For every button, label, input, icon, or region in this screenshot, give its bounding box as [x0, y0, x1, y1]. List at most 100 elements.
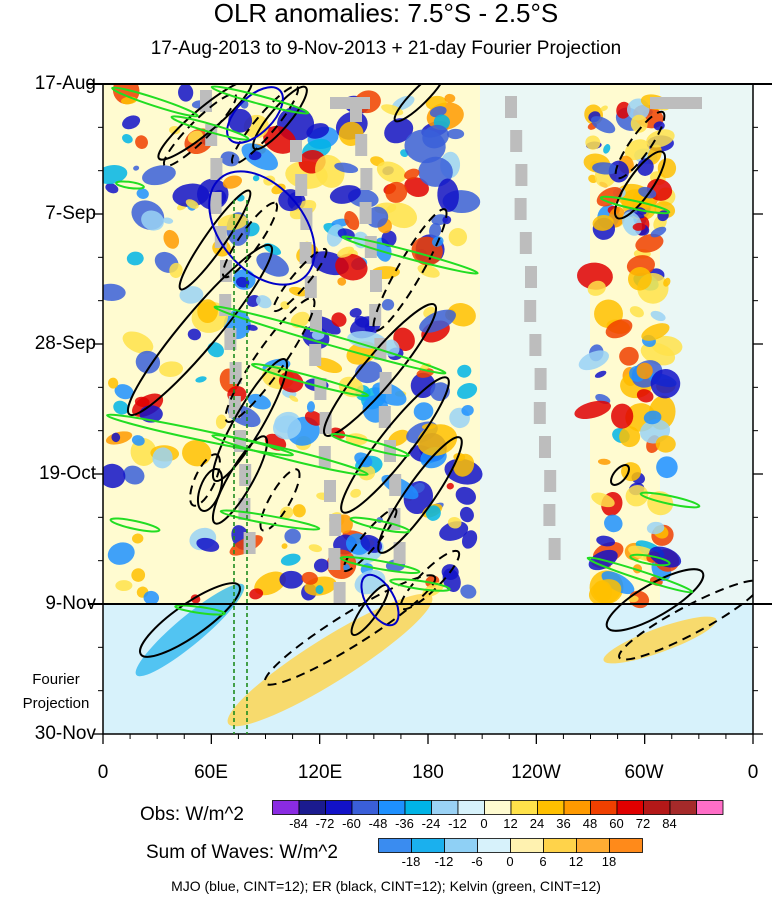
field-patch	[247, 393, 271, 410]
colorbar-tick-label: -60	[342, 816, 361, 831]
field-patch	[169, 262, 183, 278]
field-patch	[457, 364, 472, 378]
field-patch	[603, 144, 611, 154]
missing-block	[310, 310, 322, 332]
field-patch	[103, 463, 126, 489]
contour-line	[349, 516, 411, 534]
contour-line	[162, 92, 238, 168]
colorbar-tick-label: 60	[609, 816, 624, 831]
field-patch	[429, 222, 442, 239]
field-patch	[447, 516, 462, 529]
contour-line	[115, 180, 145, 190]
colorbar-tick-label: 36	[556, 816, 571, 831]
contour-line	[211, 435, 269, 525]
field-patch	[577, 262, 613, 290]
field-patch	[647, 491, 674, 516]
missing-block	[214, 226, 227, 248]
contour-line	[586, 556, 694, 594]
missing-block	[389, 474, 402, 496]
field-patch	[331, 312, 347, 327]
missing-block	[524, 300, 537, 322]
field-patch	[425, 505, 441, 521]
field-patch	[215, 414, 227, 429]
colorbar-swatch	[669, 800, 697, 815]
field-patch	[616, 101, 631, 119]
field-patch	[574, 400, 612, 419]
chart-title: OLR anomalies: 7.5°S - 2.5°S	[213, 0, 559, 28]
colorbar-swatch	[609, 838, 643, 853]
missing-block	[314, 378, 327, 400]
colorbar-swatch	[643, 800, 671, 815]
missing-block	[359, 202, 372, 224]
colorbar-tick-label: 18	[601, 854, 617, 869]
field-patch	[304, 410, 324, 426]
field-patch	[281, 543, 288, 549]
field-patch	[220, 151, 240, 167]
colorbar-swatch	[616, 800, 644, 815]
contour-line	[341, 235, 479, 275]
missing-block	[295, 174, 308, 196]
field-patch	[254, 571, 286, 596]
field-patch	[292, 504, 306, 518]
field-patch	[592, 162, 618, 175]
colorbar-swatch	[272, 800, 300, 815]
colorbar-tick-label: -6	[471, 854, 483, 869]
field-patch	[381, 230, 397, 247]
field-patch	[284, 528, 301, 544]
field-patch	[315, 585, 324, 595]
x-tick-label: 180	[412, 762, 444, 783]
missing-block	[370, 270, 382, 292]
field-patch	[591, 492, 615, 508]
colorbar-swatch	[510, 838, 544, 853]
field-patch	[115, 580, 133, 592]
chart-subtitle: 17-Aug-2013 to 9-Nov-2013 + 21-day Fouri…	[150, 38, 622, 59]
contour-line	[211, 434, 369, 476]
field-patch	[636, 362, 653, 380]
y-tick-label: 30-Nov	[34, 723, 96, 744]
contour-line	[221, 201, 279, 279]
field-patch	[462, 530, 478, 549]
field-patch	[650, 310, 666, 322]
field-patch	[313, 558, 329, 573]
field-patch	[136, 188, 149, 199]
projection-anomaly	[603, 616, 717, 664]
contour-line	[629, 553, 671, 567]
field-patch	[131, 435, 145, 446]
field-patch	[629, 306, 644, 318]
colorbar-tick-label: 84	[662, 816, 677, 831]
missing-block	[534, 368, 547, 390]
axes	[88, 83, 772, 744]
field-patch	[439, 521, 469, 541]
colorbar-tick-label: -36	[395, 816, 414, 831]
colorbar-swatch	[457, 800, 485, 815]
missing-block	[519, 232, 532, 254]
missing-block	[515, 164, 528, 186]
colorbar-tick-label: 0	[480, 816, 488, 831]
field-patch	[444, 93, 456, 103]
field-patch	[131, 533, 144, 544]
field-patch	[344, 210, 360, 231]
missing-block	[384, 440, 396, 462]
field-patch	[141, 210, 164, 231]
field-patch	[643, 410, 662, 425]
field-patch	[179, 286, 204, 304]
contour-line	[196, 468, 224, 512]
field-patch	[122, 331, 154, 354]
x-tick-label: 0	[747, 762, 759, 783]
field-patch	[592, 215, 614, 231]
field-patch	[656, 456, 678, 479]
field-patch	[289, 395, 299, 402]
colorbar-swatch	[378, 800, 406, 815]
field-patch	[249, 588, 264, 600]
missing-block	[330, 97, 370, 109]
field-patch	[135, 350, 161, 374]
field-patch	[271, 183, 286, 195]
field-patch	[172, 183, 210, 207]
field-patch	[263, 125, 297, 154]
field-patch	[448, 228, 468, 247]
contour-line	[399, 549, 461, 611]
field-patch	[337, 246, 355, 258]
colorbar-swatch	[543, 838, 577, 853]
field-patch	[637, 158, 654, 176]
field-patch	[135, 135, 148, 149]
